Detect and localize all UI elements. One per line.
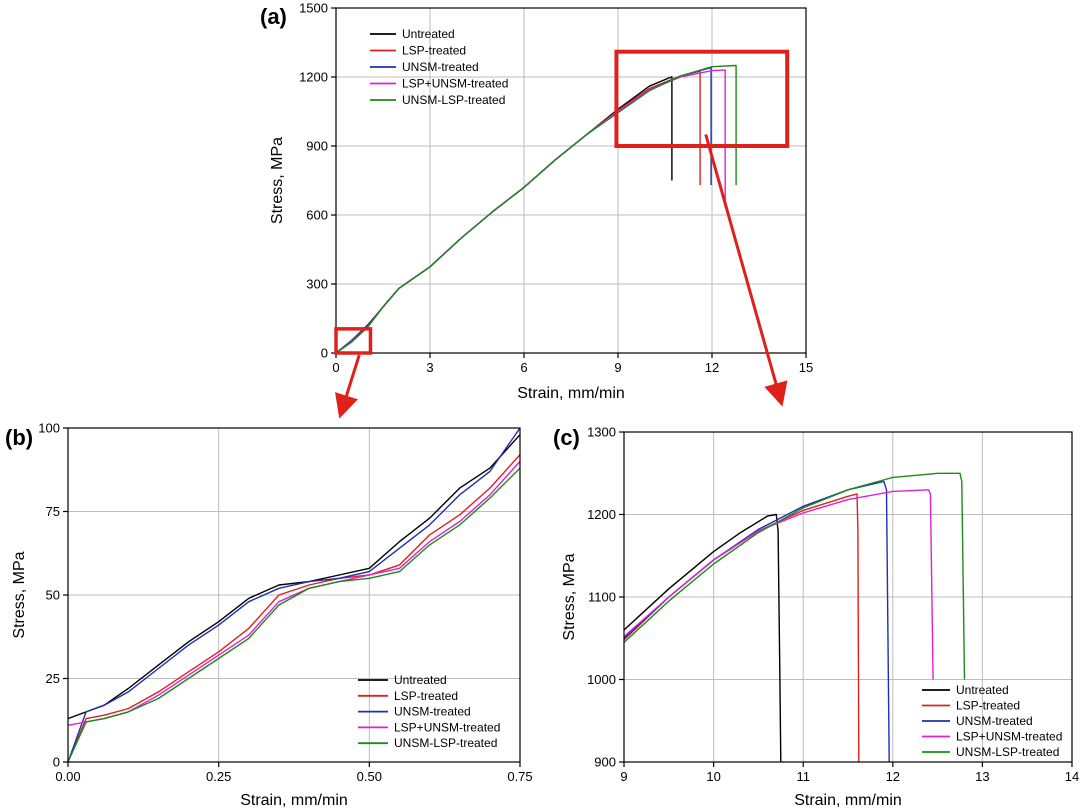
zoom-arrow-c [704,134,788,407]
series-line-untreated [624,513,782,762]
x-axis-title: Strain, mm/min [240,792,348,809]
x-tick-label: 11 [796,769,810,784]
legend-entry: Untreated [402,27,455,41]
panel-a: 0 3 6 9 12 15 0 300 600 900 1200 1500 Strain, mm/min… [260,1,813,403]
legend-entry: UNSM-LSP-treated [402,93,505,107]
plot-frame [335,7,807,354]
panel-label: (a) [260,4,287,29]
y-tick-label: 1200 [299,70,328,85]
y-tick-label: 25 [46,671,60,686]
y-tick-label: 75 [46,504,60,519]
y-tick-label: 1000 [587,672,616,687]
legend-entry: LSP+UNSM-treated [956,730,1062,744]
legend-entry: LSP-treated [394,689,458,703]
y-axis-title: Stress, MPa [561,553,578,640]
y-tick-label: 900 [594,755,616,770]
x-tick-label: 0.00 [55,769,80,784]
panel-c: 9 10 11 12 13 14 900 1000 1100 1200 1300 Strain, mm… [553,425,1079,810]
x-tick-label: 6 [520,360,527,375]
legend: Untreated LSP-treated UNSM-treatedLSP+UNSM… [358,673,500,750]
x-tick-label: 10 [706,769,720,784]
series-line-lsp-unsm-treated [624,489,934,680]
series-line-unsm-lsp-treated [68,467,520,762]
series-group [624,472,966,762]
legend: Untreated LSP-treated UNSM-treated LSP+UNSM… [370,27,508,107]
x-axis-title: Strain, mm/min [517,385,625,402]
series-line-unsm-lsp-treated [624,472,966,680]
x-axis-title: Strain, mm/min [794,792,902,809]
series-line-unsm-treated [68,428,520,762]
y-tick-label: 600 [306,208,328,223]
x-tick-label: 0.75 [507,769,532,784]
x-tick-label: 9 [614,360,621,375]
y-tick-label: 50 [46,588,60,603]
legend-entry: UNSM-LSP-treated [394,736,497,750]
legend-entry: UNSM-treated [402,60,479,74]
zoom-box-b [334,327,373,355]
y-tick-label: 900 [306,139,328,154]
y-tick-label: 0 [321,346,328,361]
x-tick-label: 0.25 [206,769,231,784]
series-line-lsp-treated [68,454,520,762]
x-tick-label: 3 [426,360,433,375]
y-tick-label: 1200 [587,507,616,522]
y-tick-label: 1500 [299,1,328,16]
panel-label: (c) [553,425,580,450]
y-axis-title: Stress, MPa [11,551,28,638]
x-tick-label: 12 [886,769,900,784]
x-tick-label: 12 [705,360,719,375]
x-tick-label: 14 [1065,769,1079,784]
x-tick-label: 0 [332,360,339,375]
legend-entry: UNSM-treated [956,714,1033,728]
series-line-lsp-unsm-treated [336,69,726,353]
series-group [68,428,520,762]
series-line-lsp-treated [336,70,701,353]
x-tick-label: 9 [620,769,627,784]
legend-entry: UNSM-LSP-treated [956,745,1059,759]
y-tick-label: 1100 [588,590,616,605]
y-axis-title: Stress, MPa [269,137,286,224]
legend-entry: Untreated [394,673,447,687]
x-tick-label: 0.50 [357,769,382,784]
x-tick-label: 15 [799,360,813,375]
legend-entry: LSP-treated [402,44,466,58]
series-line-unsm-treated [624,480,890,762]
y-tick-label: 300 [306,277,328,292]
x-tick-label: 13 [975,769,989,784]
panel-b: 0.00 0.25 0.50 0.75 0 25 50 75 100 Strain, mm/min… [5,421,533,810]
zoom-arrow-b [335,354,361,419]
legend-entry: LSP+UNSM-treated [394,720,500,734]
legend-entry: Untreated [956,683,1009,697]
legend-entry: UNSM-treated [394,705,471,719]
series-line-untreated [68,434,520,720]
zoom-box-c [614,49,790,149]
series-group [336,64,737,353]
y-tick-label: 1300 [587,425,616,440]
zoom-annotations [334,49,790,419]
series-line-lsp-treated [624,493,860,762]
legend-entry: LSP+UNSM-treated [402,77,508,91]
panel-label: (b) [5,425,33,450]
legend-entry: LSP-treated [956,699,1020,713]
y-tick-label: 100 [38,421,60,436]
y-tick-label: 0 [53,755,60,770]
series-line-unsm-lsp-treated [336,64,737,353]
